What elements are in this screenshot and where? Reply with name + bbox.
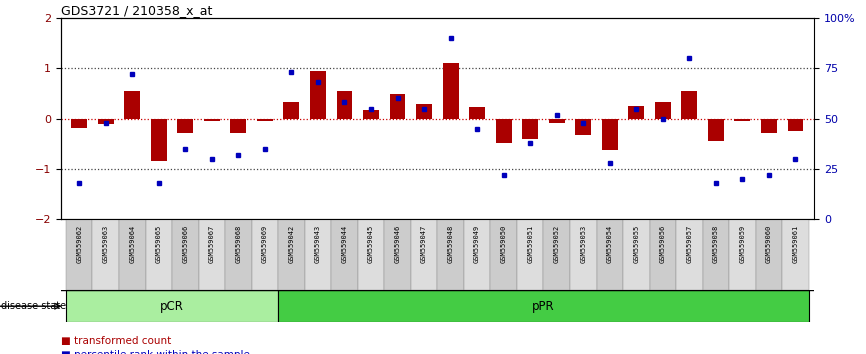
Text: disease state: disease state (1, 301, 66, 311)
Bar (98, 119, 113, 124)
Bar (469, 108, 485, 119)
Text: ■ percentile rank within the sample: ■ percentile rank within the sample (61, 350, 249, 354)
Text: GSM559059: GSM559059 (740, 225, 746, 263)
Bar (597, 219, 623, 290)
Bar (629, 106, 644, 119)
Bar (416, 104, 432, 119)
Text: GSM559063: GSM559063 (103, 225, 109, 263)
Text: GSM559065: GSM559065 (156, 225, 162, 263)
Bar (252, 219, 278, 290)
Bar (602, 119, 617, 150)
Bar (66, 290, 278, 322)
Text: GSM559066: GSM559066 (183, 225, 188, 263)
Bar (125, 91, 140, 119)
Bar (305, 219, 331, 290)
Text: GSM559048: GSM559048 (448, 225, 454, 263)
Bar (623, 219, 650, 290)
Bar (358, 219, 385, 290)
Bar (278, 219, 305, 290)
Bar (178, 119, 193, 133)
Text: GSM559062: GSM559062 (76, 225, 82, 263)
Bar (464, 219, 490, 290)
Bar (575, 119, 591, 135)
Text: GSM559057: GSM559057 (687, 225, 692, 263)
Text: GDS3721 / 210358_x_at: GDS3721 / 210358_x_at (61, 4, 212, 17)
Bar (145, 219, 172, 290)
Text: GSM559042: GSM559042 (288, 225, 294, 263)
Text: GSM559047: GSM559047 (421, 225, 427, 263)
Bar (517, 219, 544, 290)
Text: GSM559060: GSM559060 (766, 225, 772, 263)
Bar (204, 119, 220, 121)
Bar (283, 102, 300, 119)
Bar (225, 219, 252, 290)
Bar (495, 119, 512, 143)
Text: pCR: pCR (160, 300, 184, 313)
Bar (702, 219, 729, 290)
Bar (410, 219, 437, 290)
Bar (756, 219, 782, 290)
Bar (761, 119, 777, 133)
Bar (310, 71, 326, 119)
Text: GSM559051: GSM559051 (527, 225, 533, 263)
Text: GSM559046: GSM559046 (395, 225, 401, 263)
Bar (331, 219, 358, 290)
Text: ■ transformed count: ■ transformed count (61, 336, 171, 346)
Bar (729, 219, 756, 290)
Bar (337, 91, 352, 119)
Bar (119, 219, 145, 290)
Text: GSM559058: GSM559058 (713, 225, 719, 263)
Bar (257, 119, 273, 121)
Bar (734, 119, 750, 121)
Bar (151, 119, 167, 161)
Bar (676, 219, 702, 290)
Bar (437, 219, 464, 290)
Bar (490, 219, 517, 290)
Bar (363, 109, 379, 119)
Text: GSM559043: GSM559043 (315, 225, 321, 263)
Bar (385, 219, 410, 290)
Bar (522, 119, 538, 139)
Bar (655, 102, 671, 119)
Bar (787, 119, 804, 131)
Text: GSM559052: GSM559052 (553, 225, 559, 263)
Bar (172, 219, 198, 290)
Text: GSM559050: GSM559050 (501, 225, 507, 263)
Text: GSM559067: GSM559067 (209, 225, 215, 263)
Bar (544, 219, 570, 290)
Text: GSM559055: GSM559055 (633, 225, 639, 263)
Text: GSM559049: GSM559049 (474, 225, 480, 263)
Bar (66, 219, 93, 290)
Text: GSM559056: GSM559056 (660, 225, 666, 263)
Text: GSM559061: GSM559061 (792, 225, 798, 263)
Text: GSM559044: GSM559044 (341, 225, 347, 263)
Text: GSM559045: GSM559045 (368, 225, 374, 263)
Bar (570, 219, 597, 290)
Bar (71, 119, 87, 128)
Text: GSM559064: GSM559064 (129, 225, 135, 263)
Text: pPR: pPR (532, 300, 555, 313)
Text: GSM559054: GSM559054 (607, 225, 613, 263)
Bar (682, 91, 697, 119)
Bar (443, 63, 459, 119)
Bar (93, 219, 119, 290)
Bar (198, 219, 225, 290)
Text: GSM559068: GSM559068 (236, 225, 242, 263)
Bar (549, 119, 565, 122)
Bar (278, 290, 809, 322)
Bar (782, 219, 809, 290)
Text: GSM559053: GSM559053 (580, 225, 586, 263)
Bar (650, 219, 676, 290)
Bar (708, 119, 724, 141)
Bar (390, 95, 405, 119)
Text: GSM559069: GSM559069 (262, 225, 268, 263)
Bar (230, 119, 246, 133)
